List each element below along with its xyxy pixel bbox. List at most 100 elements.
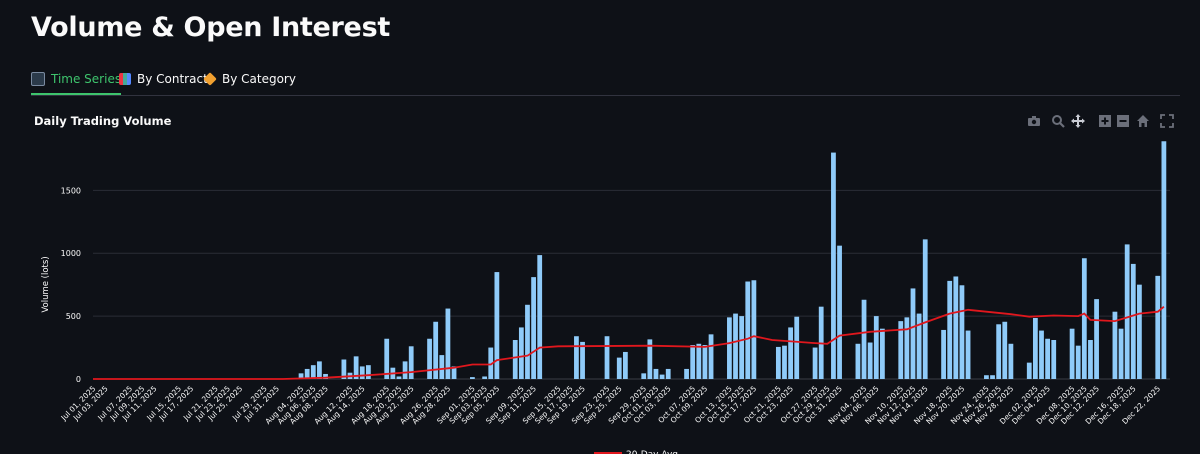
bar xyxy=(1094,299,1099,379)
bar xyxy=(445,308,451,379)
bar xyxy=(1112,311,1118,379)
bar xyxy=(898,321,904,379)
bar xyxy=(1137,284,1142,379)
bar-chart-icon xyxy=(119,73,131,85)
zoom-in-icon[interactable] xyxy=(1098,114,1112,128)
bar xyxy=(996,324,1002,379)
tab-by-category[interactable]: By Category xyxy=(203,64,296,94)
bar xyxy=(861,299,867,379)
bar xyxy=(1039,330,1044,379)
avg-line xyxy=(93,306,1165,380)
bar xyxy=(323,373,328,379)
bar xyxy=(427,338,432,379)
bar xyxy=(1088,340,1093,379)
y-tick-label: 1000 xyxy=(61,249,81,258)
bar xyxy=(837,245,842,379)
bar xyxy=(788,327,793,379)
zoom-icon[interactable] xyxy=(1051,114,1065,128)
bar xyxy=(488,347,494,379)
bar xyxy=(647,339,653,379)
bar xyxy=(353,356,359,379)
bar xyxy=(659,374,665,379)
bar xyxy=(537,255,543,379)
bar xyxy=(470,377,475,379)
bar xyxy=(518,327,524,379)
zoom-out-icon[interactable] xyxy=(1116,114,1130,128)
bar xyxy=(298,373,304,379)
bar xyxy=(402,361,408,379)
bar xyxy=(910,288,916,379)
tab-label: By Contract xyxy=(137,72,208,86)
tab-time-series[interactable]: Time Series xyxy=(31,64,122,95)
bar xyxy=(904,317,910,379)
bar xyxy=(1161,141,1167,379)
bar xyxy=(684,368,689,379)
bar xyxy=(867,342,873,379)
bar xyxy=(696,343,702,379)
bar xyxy=(604,336,610,379)
bar xyxy=(396,376,402,379)
bar xyxy=(733,313,738,379)
camera-icon[interactable] xyxy=(1027,114,1041,128)
y-tick-label: 0 xyxy=(76,375,81,384)
bar xyxy=(494,272,500,379)
bar xyxy=(855,343,861,379)
bar xyxy=(794,316,800,379)
bar xyxy=(782,345,787,379)
tab-label: Time Series xyxy=(51,72,122,86)
bar xyxy=(1002,321,1008,379)
bar xyxy=(384,338,390,379)
bar xyxy=(580,341,585,379)
bar xyxy=(439,355,445,379)
tab-label: By Category xyxy=(222,72,296,86)
bar xyxy=(341,359,347,379)
bar xyxy=(702,345,708,379)
bar xyxy=(965,330,971,379)
bar xyxy=(574,336,579,379)
bar xyxy=(1026,362,1032,379)
bar xyxy=(775,346,781,379)
bar xyxy=(1008,343,1014,379)
bar xyxy=(959,285,965,379)
bar xyxy=(531,277,536,379)
bar xyxy=(751,280,757,379)
bar xyxy=(831,152,836,379)
bar xyxy=(880,328,885,379)
page-title: Volume & Open Interest xyxy=(31,12,390,43)
tab-by-contract[interactable]: By Contract xyxy=(119,64,208,94)
bar xyxy=(512,340,518,379)
bar xyxy=(984,375,989,379)
bar xyxy=(616,357,622,379)
y-tick-label: 500 xyxy=(66,312,81,321)
bar xyxy=(1124,244,1130,379)
home-icon[interactable] xyxy=(1136,114,1150,128)
bar xyxy=(922,239,928,379)
y-tick-label: 1500 xyxy=(61,186,81,195)
bar xyxy=(990,375,995,379)
bar xyxy=(941,329,946,379)
bar xyxy=(1075,345,1081,379)
y-axis-label: Volume (lots) xyxy=(41,256,51,312)
chart-title: Daily Trading Volume xyxy=(34,114,172,128)
bar xyxy=(745,281,751,379)
bar xyxy=(1051,340,1057,379)
bar xyxy=(727,317,732,379)
chart-modebar xyxy=(1020,114,1180,130)
chart-line-icon xyxy=(31,72,45,86)
bar xyxy=(317,361,322,379)
bar xyxy=(359,366,365,379)
bar xyxy=(525,304,530,379)
bar xyxy=(1081,258,1087,379)
bar xyxy=(1032,317,1038,379)
bar xyxy=(1118,328,1124,379)
bar xyxy=(653,368,659,379)
bar xyxy=(812,347,818,379)
bar xyxy=(1130,263,1136,379)
tab-bar: Time Series By Contract By Category xyxy=(31,64,1180,96)
pan-icon[interactable] xyxy=(1071,114,1085,128)
bar xyxy=(1155,275,1161,379)
bar xyxy=(1069,328,1075,379)
autoscale-icon[interactable] xyxy=(1160,114,1174,128)
bar xyxy=(873,316,879,379)
